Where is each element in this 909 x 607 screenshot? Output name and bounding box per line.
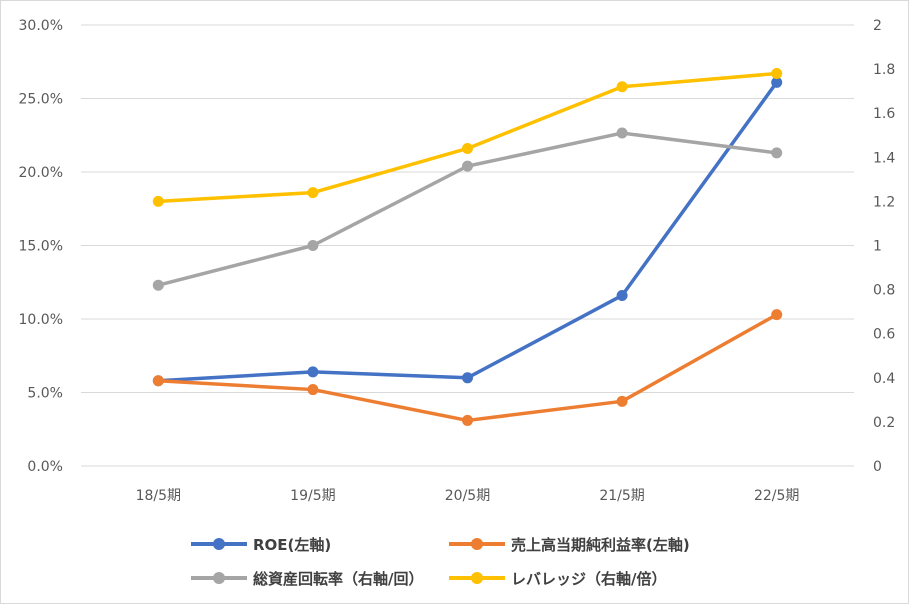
legend-item-leverage: レバレッジ（右軸/倍）	[449, 563, 666, 593]
legend-marker-net-margin	[471, 538, 483, 550]
legend-marker-asset-turnover	[213, 572, 225, 584]
series-line	[156, 312, 779, 423]
data-point	[462, 142, 473, 154]
left-axis-tick-label: 10.0%	[19, 312, 63, 328]
series-line	[156, 80, 779, 383]
legend-label-leverage: レバレッジ（右軸/倍）	[511, 569, 667, 588]
left-axis-tick-label: 30.0%	[19, 18, 63, 34]
right-axis-tick-label: 0.4	[873, 371, 895, 387]
x-axis-tick-label: 20/5期	[445, 488, 490, 504]
data-point	[616, 81, 628, 93]
data-point	[307, 384, 319, 396]
right-axis-ticks: 0 0.2 0.4 0.6 0.8 1 1.2 1.4 1.6 1.8 2	[873, 18, 895, 475]
legend-label-net-margin: 売上高当期純利益率(左軸)	[511, 535, 690, 554]
data-point	[152, 375, 164, 387]
series-3	[152, 68, 783, 207]
left-axis-tick-label: 25.0%	[19, 92, 63, 108]
right-axis-tick-label: 0	[873, 459, 882, 475]
legend: ROE(左軸) 売上高当期純利益率(左軸) 総資産回転率（右軸/回） レバレッジ…	[191, 529, 811, 599]
x-axis-tick-label: 21/5期	[599, 488, 644, 504]
legend-item-roe: ROE(左軸)	[191, 529, 331, 559]
right-axis-tick-label: 0.2	[873, 415, 895, 431]
right-axis-tick-label: 1.6	[873, 106, 895, 122]
left-axis-tick-label: 20.0%	[19, 165, 63, 181]
series-2	[152, 127, 783, 291]
right-axis-tick-label: 2	[873, 18, 882, 34]
data-point	[307, 366, 319, 378]
legend-item-net-margin: 売上高当期純利益率(左軸)	[449, 529, 690, 559]
series-group	[152, 68, 783, 426]
legend-item-asset-turnover: 総資産回転率（右軸/回）	[191, 563, 423, 593]
right-axis-tick-label: 1.2	[873, 194, 895, 210]
data-point	[152, 195, 164, 207]
legend-swatch-asset-turnover	[191, 563, 247, 593]
x-axis-tick-label: 22/5期	[754, 488, 799, 504]
data-point	[152, 279, 164, 291]
legend-label-roe: ROE(左軸)	[253, 535, 332, 554]
legend-marker-leverage	[471, 572, 483, 584]
data-point	[616, 289, 628, 301]
legend-swatch-leverage	[449, 563, 505, 593]
legend-swatch-net-margin	[449, 529, 505, 559]
right-axis-tick-label: 1.8	[873, 62, 895, 78]
data-point	[307, 187, 319, 199]
x-axis-tick-label: 19/5期	[290, 488, 335, 504]
legend-label-asset-turnover: 総資産回転率（右軸/回）	[253, 569, 424, 588]
legend-marker-roe	[213, 538, 225, 550]
x-axis-ticks: 18/5期 19/5期 20/5期 21/5期 22/5期	[136, 488, 800, 504]
data-point	[462, 160, 473, 172]
data-point	[307, 240, 319, 251]
legend-swatch-roe	[191, 529, 247, 559]
left-axis-tick-label: 0.0%	[27, 459, 63, 475]
series-line	[156, 71, 779, 204]
data-point	[616, 395, 628, 407]
left-axis-ticks: 0.0% 5.0% 10.0% 15.0% 20.0% 25.0% 30.0%	[19, 18, 63, 475]
left-axis-tick-label: 5.0%	[27, 386, 63, 402]
data-point	[771, 68, 783, 80]
data-point	[462, 414, 473, 426]
left-axis-tick-label: 15.0%	[19, 239, 63, 255]
series-1	[152, 309, 783, 426]
data-point	[771, 147, 783, 159]
right-axis-tick-label: 1	[873, 239, 882, 255]
right-axis-tick-label: 1.4	[873, 150, 895, 166]
x-axis-tick-label: 18/5期	[136, 488, 181, 504]
right-axis-tick-label: 0.8	[873, 283, 895, 299]
data-point	[616, 127, 628, 139]
data-point	[462, 372, 473, 384]
right-axis-tick-label: 0.6	[873, 327, 895, 343]
gridlines	[81, 24, 854, 467]
series-0	[152, 76, 783, 387]
data-point	[771, 309, 783, 321]
